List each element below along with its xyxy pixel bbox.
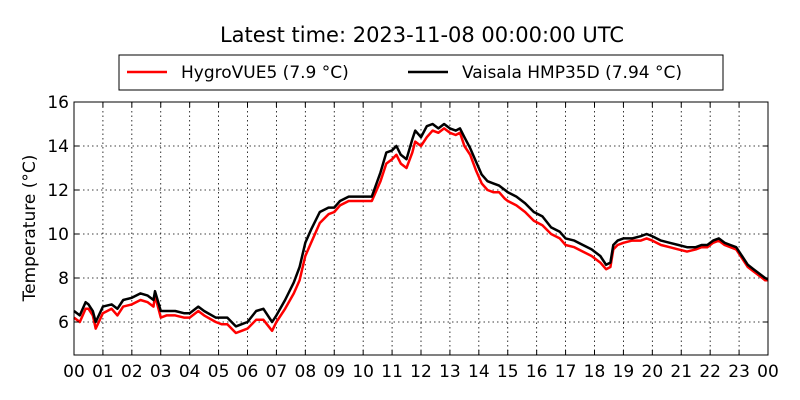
x-tick-label: 16 — [526, 362, 548, 382]
x-tick-label: 18 — [584, 362, 606, 382]
legend: HygroVUE5 (7.9 °C) Vaisala HMP35D (7.94 … — [118, 54, 724, 91]
x-tick-label: 22 — [699, 362, 721, 382]
x-tick-label: 14 — [468, 362, 490, 382]
x-tick-label: 00 — [757, 362, 779, 382]
y-tick-label: 12 — [47, 181, 69, 201]
x-tick-label: 08 — [295, 362, 317, 382]
x-tick-label: 05 — [208, 362, 230, 382]
x-tick-label: 01 — [92, 362, 114, 382]
x-tick-label: 15 — [497, 362, 519, 382]
series-group — [73, 122, 769, 335]
x-tick-label: 03 — [150, 362, 172, 382]
y-tick-label: 6 — [58, 313, 69, 333]
series-line-vaisala — [73, 122, 769, 328]
y-tick-label: 8 — [58, 269, 69, 289]
x-tick-label: 23 — [728, 362, 750, 382]
x-tick-label: 06 — [237, 362, 259, 382]
axis-ticks: 00 01 02 03 04 05 06 07 08 09 10 11 12 13 14 15 16 17 18 19… — [47, 93, 778, 382]
series-line-hygrovue5 — [73, 127, 768, 335]
x-tick-label: 07 — [266, 362, 288, 382]
legend-label-vaisala: Vaisala HMP35D (7.94 °C) — [462, 63, 682, 83]
x-tick-label: 13 — [439, 362, 461, 382]
y-axis-label: Temperature (°C) — [20, 155, 40, 303]
y-tick-label: 10 — [47, 225, 69, 245]
legend-label-hygrovue5: HygroVUE5 (7.9 °C) — [181, 63, 349, 83]
x-tick-label: 00 — [63, 362, 85, 382]
chart-title: Latest time: 2023-11-08 00:00:00 UTC — [220, 23, 624, 47]
x-tick-label: 02 — [121, 362, 143, 382]
x-tick-label: 12 — [410, 362, 432, 382]
x-tick-label: 19 — [613, 362, 635, 382]
x-tick-label: 10 — [352, 362, 374, 382]
x-tick-label: 04 — [179, 362, 201, 382]
x-tick-label: 21 — [670, 362, 692, 382]
y-tick-label: 14 — [47, 137, 69, 157]
x-tick-label: 11 — [381, 362, 403, 382]
x-tick-label: 20 — [642, 362, 664, 382]
x-tick-label: 17 — [555, 362, 577, 382]
y-tick-label: 16 — [47, 93, 69, 113]
x-tick-label: 09 — [323, 362, 345, 382]
